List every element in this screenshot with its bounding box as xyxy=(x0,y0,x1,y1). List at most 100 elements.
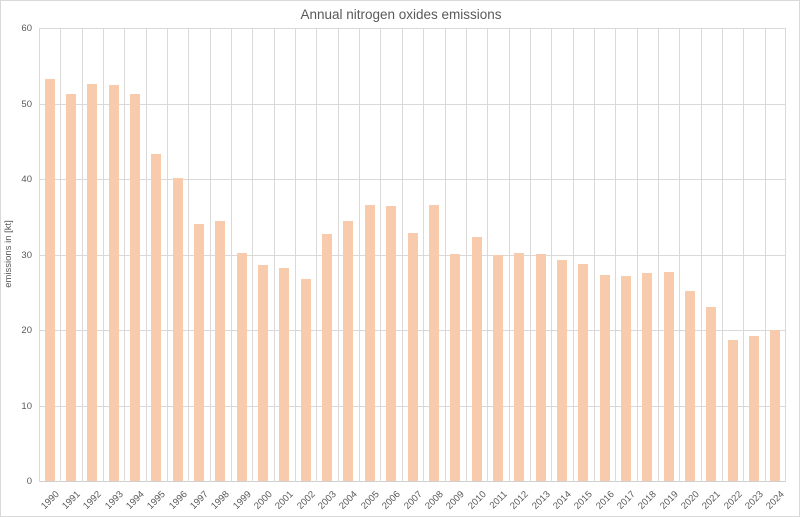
vertical-gridline xyxy=(573,29,574,482)
x-tick-label-2004: 2004 xyxy=(337,489,361,512)
x-tick-label-1990: 1990 xyxy=(38,489,62,512)
x-tick-label-2021: 2021 xyxy=(700,489,724,512)
bar-2020 xyxy=(684,290,695,481)
bar-2021 xyxy=(706,306,717,481)
bar-1991 xyxy=(66,93,76,481)
bar-1995 xyxy=(151,154,162,481)
x-tick-label-2022: 2022 xyxy=(721,489,745,512)
bar-2000 xyxy=(258,265,269,481)
vertical-gridline xyxy=(423,29,424,482)
bar-2010 xyxy=(471,237,482,481)
bar-2019 xyxy=(663,271,674,481)
y-tick-label: 50 xyxy=(21,98,32,110)
bar-2004 xyxy=(343,220,354,481)
vertical-gridline xyxy=(658,29,659,482)
bar-1992 xyxy=(87,83,98,481)
horizontal-gridline xyxy=(39,28,786,29)
bar-2018 xyxy=(642,272,653,481)
horizontal-gridline xyxy=(39,103,786,105)
vertical-gridline xyxy=(82,29,83,482)
vertical-gridline xyxy=(637,29,638,482)
vertical-gridline xyxy=(60,29,61,482)
bar-2023 xyxy=(748,336,759,481)
bar-2003 xyxy=(322,234,333,481)
x-tick-label-2010: 2010 xyxy=(465,489,489,512)
x-tick-label-1991: 1991 xyxy=(60,489,83,512)
y-tick-label: 30 xyxy=(21,249,32,261)
x-tick-label-1995: 1995 xyxy=(145,489,169,512)
bar-1996 xyxy=(172,178,183,481)
vertical-gridline xyxy=(210,29,211,482)
vertical-gridline xyxy=(594,29,595,482)
vertical-gridline xyxy=(252,29,253,482)
bar-2006 xyxy=(386,206,397,481)
y-tick-label: 60 xyxy=(21,23,32,34)
x-tick-label-2009: 2009 xyxy=(444,489,467,512)
bar-2001 xyxy=(279,268,290,481)
vertical-gridline xyxy=(487,29,488,482)
x-tick-label-2014: 2014 xyxy=(550,489,574,512)
vertical-gridline xyxy=(39,29,40,482)
vertical-gridline xyxy=(167,29,168,482)
bar-1999 xyxy=(236,253,247,481)
x-tick-label-1994: 1994 xyxy=(124,489,147,512)
bar-1993 xyxy=(108,85,119,481)
vertical-gridline xyxy=(274,29,275,482)
chart-title: Annual nitrogen oxides emissions xyxy=(300,7,502,22)
vertical-gridline xyxy=(295,29,296,482)
vertical-gridline xyxy=(402,29,403,482)
x-tick-label-2011: 2011 xyxy=(487,489,510,512)
bar-2012 xyxy=(514,253,525,481)
bar-1998 xyxy=(215,221,226,481)
bar-1994 xyxy=(130,93,141,481)
x-tick-label-2001: 2001 xyxy=(273,489,297,512)
x-tick-label-2006: 2006 xyxy=(380,489,403,512)
x-tick-label-2016: 2016 xyxy=(593,489,617,512)
bar-2022 xyxy=(727,339,738,481)
vertical-gridline xyxy=(124,29,125,482)
bar-2007 xyxy=(407,233,418,481)
vertical-gridline xyxy=(509,29,510,482)
x-tick-label-2007: 2007 xyxy=(401,489,425,512)
horizontal-gridline xyxy=(39,179,786,180)
x-tick-label-2017: 2017 xyxy=(614,489,638,512)
vertical-gridline xyxy=(380,29,381,482)
x-tick-label-1999: 1999 xyxy=(230,489,254,512)
bar-2014 xyxy=(556,259,567,481)
bar-2002 xyxy=(300,278,311,481)
bar-2015 xyxy=(578,263,589,481)
vertical-gridline xyxy=(679,29,680,482)
vertical-gridline xyxy=(765,29,766,482)
x-tick-label-2005: 2005 xyxy=(358,489,382,512)
x-tick-label-1998: 1998 xyxy=(209,489,233,512)
vertical-gridline xyxy=(359,29,360,482)
x-tick-label-2019: 2019 xyxy=(657,489,681,512)
vertical-gridline xyxy=(146,29,147,482)
vertical-gridline xyxy=(338,29,339,482)
bar-1990 xyxy=(44,78,55,481)
bar-2017 xyxy=(620,275,631,481)
bar-2008 xyxy=(428,205,439,481)
x-tick-label-2003: 2003 xyxy=(316,489,339,512)
vertical-gridline xyxy=(231,29,232,482)
bar-2011 xyxy=(492,254,503,481)
vertical-gridline xyxy=(701,29,702,482)
vertical-gridline xyxy=(530,29,531,482)
x-tick-label-1992: 1992 xyxy=(81,489,105,512)
vertical-gridline xyxy=(316,29,317,482)
x-tick-label-2024: 2024 xyxy=(764,489,788,512)
vertical-gridline xyxy=(466,29,467,482)
x-tick-label-2000: 2000 xyxy=(252,489,275,512)
bar-2016 xyxy=(599,274,610,481)
bar-1997 xyxy=(194,224,205,481)
x-tick-label-2012: 2012 xyxy=(508,489,531,512)
y-tick-label: 20 xyxy=(21,325,32,336)
x-tick-label-1996: 1996 xyxy=(166,489,190,512)
y-tick-label: 10 xyxy=(21,400,32,412)
x-tick-label-2018: 2018 xyxy=(636,489,660,512)
bar-2013 xyxy=(535,253,546,481)
y-tick-label: 40 xyxy=(21,174,32,185)
plot-area xyxy=(39,28,786,482)
vertical-gridline xyxy=(103,29,104,482)
